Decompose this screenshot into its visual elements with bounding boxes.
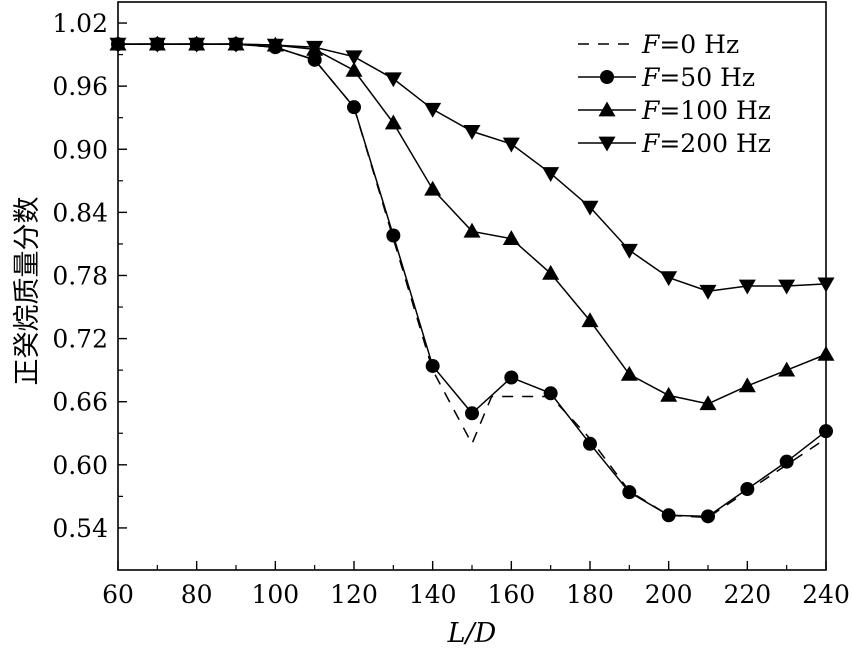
y-tick-label: 0.60	[52, 451, 108, 480]
data-point	[622, 485, 637, 500]
axes: 60 80 100 120 140 160 180 200 220 240 0.54 0.60 0.66…	[12, 1, 850, 649]
data-point	[425, 358, 440, 373]
data-point	[778, 279, 796, 295]
legend-label: F=200 Hz	[641, 129, 771, 158]
data-point	[424, 180, 442, 196]
y-tick-label: 0.54	[52, 514, 108, 543]
data-point	[817, 277, 835, 293]
data-point	[661, 508, 676, 523]
y-tick-label: 0.96	[52, 72, 108, 101]
data-point	[583, 436, 597, 451]
x-tick-label: 180	[566, 580, 614, 609]
x-tick-label: 80	[181, 580, 213, 609]
data-point	[463, 222, 481, 238]
data-point	[345, 50, 363, 66]
data-point	[386, 228, 401, 243]
data-point	[778, 361, 796, 377]
x-tick-label: 60	[102, 580, 134, 609]
data-point	[266, 38, 284, 54]
data-point	[542, 264, 560, 280]
y-tick-label: 0.78	[52, 261, 108, 290]
data-point	[347, 100, 361, 115]
series-2	[109, 35, 835, 411]
x-tick-label: 160	[487, 580, 535, 609]
data-point	[465, 406, 479, 421]
data-point	[345, 61, 363, 77]
data-point	[699, 395, 717, 411]
y-tick-label: 0.72	[52, 325, 108, 354]
data-point	[581, 312, 599, 328]
data-point	[109, 37, 127, 53]
data-point	[384, 72, 402, 88]
x-tick-label: 200	[645, 580, 693, 609]
y-tick-label: 0.66	[52, 388, 108, 417]
x-tick-label: 100	[251, 580, 299, 609]
legend-entry-3: F=200 Hz	[578, 129, 771, 158]
legend-label: F=100 Hz	[641, 96, 771, 125]
data-point	[542, 167, 560, 182]
y-tick-label: 0.84	[52, 198, 108, 227]
data-point	[306, 40, 324, 56]
data-point	[188, 37, 206, 53]
legend-label: F=50 Hz	[641, 63, 755, 92]
data-point	[148, 37, 166, 53]
y-tick-label: 1.02	[52, 9, 108, 38]
legend-marker	[600, 70, 614, 84]
x-tick-label: 140	[409, 580, 457, 609]
legend-entry-2: F=100 Hz	[578, 96, 771, 125]
data-point	[819, 424, 833, 439]
data-point	[817, 345, 835, 361]
data-point	[620, 365, 638, 381]
data-point	[307, 52, 322, 67]
data-point	[502, 230, 520, 246]
data-point	[701, 509, 715, 524]
data-point	[660, 271, 678, 287]
data-point	[227, 37, 245, 53]
data-point	[660, 386, 678, 402]
data-point	[740, 482, 755, 497]
data-point	[504, 370, 519, 385]
data-point	[779, 454, 794, 469]
legend-entry-1: F=50 Hz	[578, 63, 755, 92]
x-tick-label: 240	[802, 580, 850, 609]
legend: F=0 Hz F=50 Hz F=100 Hz F=200 Hz	[578, 30, 771, 158]
series-3	[109, 37, 835, 300]
data-point	[424, 102, 442, 118]
data-point	[463, 125, 481, 140]
legend-label: F=0 Hz	[641, 30, 739, 59]
data-point	[543, 386, 558, 401]
legend-marker	[598, 136, 616, 152]
x-tick-label: 220	[723, 580, 771, 609]
y-tick-label: 0.90	[52, 135, 108, 164]
data-point	[738, 279, 756, 295]
data-point	[502, 137, 520, 153]
legend-marker	[598, 101, 616, 117]
data-point	[699, 284, 717, 300]
x-axis-title: L/D	[447, 618, 497, 649]
data-point	[620, 243, 638, 259]
y-axis-title: 正癸烷质量分数	[12, 197, 43, 386]
data-point	[384, 114, 402, 130]
data-point	[581, 200, 599, 216]
legend-entry-0: F=0 Hz	[578, 30, 739, 59]
series-group	[109, 35, 835, 524]
x-tick-label: 120	[330, 580, 378, 609]
data-point	[738, 377, 756, 393]
